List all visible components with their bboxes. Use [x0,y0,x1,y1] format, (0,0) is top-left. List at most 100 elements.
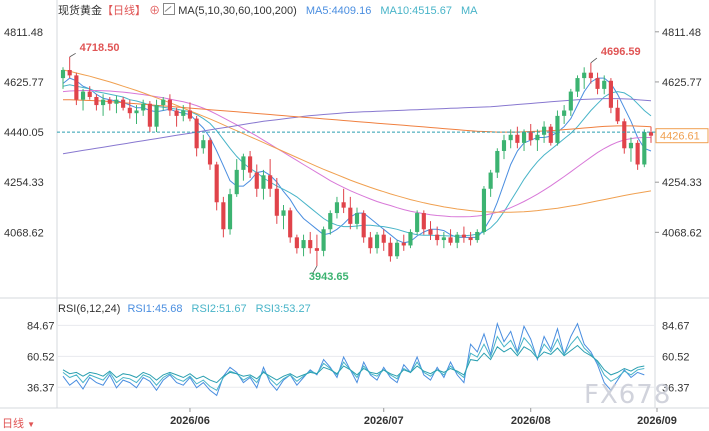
candle-body [388,242,393,257]
candle-body [207,140,213,165]
candle-body [241,156,246,170]
candle-body [161,99,166,106]
candle-body [441,237,446,241]
candle-body [461,234,466,238]
rsi-tick-label: 60.52 [662,351,690,363]
ma-params: MA(5,10,30,60,100,200) [178,5,297,17]
candle-body [622,121,627,149]
price-axis: 4811.48 4625.77 4440.05 4254.33 4068.62 4426.… [4,27,709,239]
candle-body [227,194,233,230]
ma-line-ma30 [62,90,651,218]
candle-body [134,110,139,114]
candle-body [67,69,72,76]
candle-body [268,175,273,189]
candle-body [101,99,106,106]
rsi-tick-label-left: 84.67 [27,320,55,332]
candle-body [555,115,560,143]
candle-body [455,234,460,243]
annotation-pointer [311,265,318,275]
candle-body [515,134,520,143]
candle-body [274,188,279,216]
candle-body [154,105,159,127]
candle-body [395,242,400,257]
ma-line-ma100 [62,98,652,155]
price-tick-label-left: 4254.33 [4,177,44,189]
candle-body [642,132,647,165]
candle-body [334,202,340,214]
candle-toggle-icon[interactable] [163,3,176,15]
annotation-label: 4718.50 [80,42,120,54]
period-tag[interactable]: 【日线】 [102,5,146,17]
candle-body [542,126,547,135]
candle-body [615,107,620,122]
candle-body [501,140,507,151]
rsi-panel: 84.67 84.67 60.52 60.52 36.37 36.37 [27,320,690,397]
candle-body [381,234,386,243]
candle-body [562,110,567,116]
candle-body [94,96,99,106]
candle-body [575,78,580,92]
candle-body [535,134,540,141]
date-tick-label: 2026/06 [170,415,210,427]
candle-body [87,91,92,97]
candle-body [121,99,126,108]
candle-body [495,150,500,173]
candle-body [368,237,373,249]
reference-circle-icon[interactable]: ⊕ [149,5,161,17]
candle-body [508,134,513,141]
candle-body [568,91,573,111]
rsi-tick-label: 84.67 [662,320,690,332]
annotation-label: 4696.59 [601,46,641,58]
candle-body [141,103,146,111]
annotation-label: 3943.65 [309,271,349,283]
candle-body [301,240,306,249]
candle-body [415,213,420,232]
period-button-label: 日线 [2,418,24,430]
candle-body [127,107,132,114]
price-tick-label: 4068.62 [662,227,702,239]
candle-body [401,242,406,246]
candle-body [635,142,640,165]
candle-body [475,231,480,241]
ma-line-ma200 [63,99,652,133]
date-tick-label: 2026/07 [364,415,404,427]
candle-body [608,80,613,108]
candle-body [588,72,593,79]
candle-body [114,99,119,104]
rsi-header: RSI(6,12,24) RSI1:45.68 RSI2:51.67 RSI3:… [58,303,311,315]
candle-body [261,175,266,189]
candle-body [181,110,186,116]
price-tick-label: 4254.33 [662,177,702,189]
candle-body [294,237,299,249]
candle-body [248,156,253,173]
annotation-pointer [69,52,76,58]
period-selector[interactable]: 日线 ▼ [2,415,35,431]
chevron-down-icon: ▼ [27,420,35,429]
candle-body [435,234,440,241]
rsi-line-rsi2 [62,335,645,391]
candle-body [321,229,326,251]
chart-header: 现货黄金【日线】 ⊕ MA(5,10,30,60,100,200) MA5:44… [58,2,478,18]
rsi-tick-label: 36.37 [662,382,690,394]
ma-line-ma60 [62,69,652,213]
candle-body [167,99,172,111]
date-tick-label: 2026/09 [637,415,677,427]
date-axis: 2026/06 2026/07 2026/08 2026/09 [170,408,677,427]
rsi3-value: RSI3:53.27 [255,303,311,315]
candle-body [528,132,533,141]
candle-body [314,248,319,251]
candle-body [648,132,654,136]
candle-body [328,213,333,230]
price-grid [0,0,709,409]
candle-body [234,169,239,195]
candle-body [194,118,199,149]
candle-body [107,99,112,104]
candle-body [628,142,634,149]
price-tick-label-left: 4068.62 [4,227,44,239]
price-tick-label: 4811.48 [662,27,701,39]
candle-body [374,234,380,249]
price-annotations: 4718.50 4696.59 3943.65 [69,42,641,283]
ma-more[interactable]: MA [461,5,478,17]
candle-body [448,237,453,243]
